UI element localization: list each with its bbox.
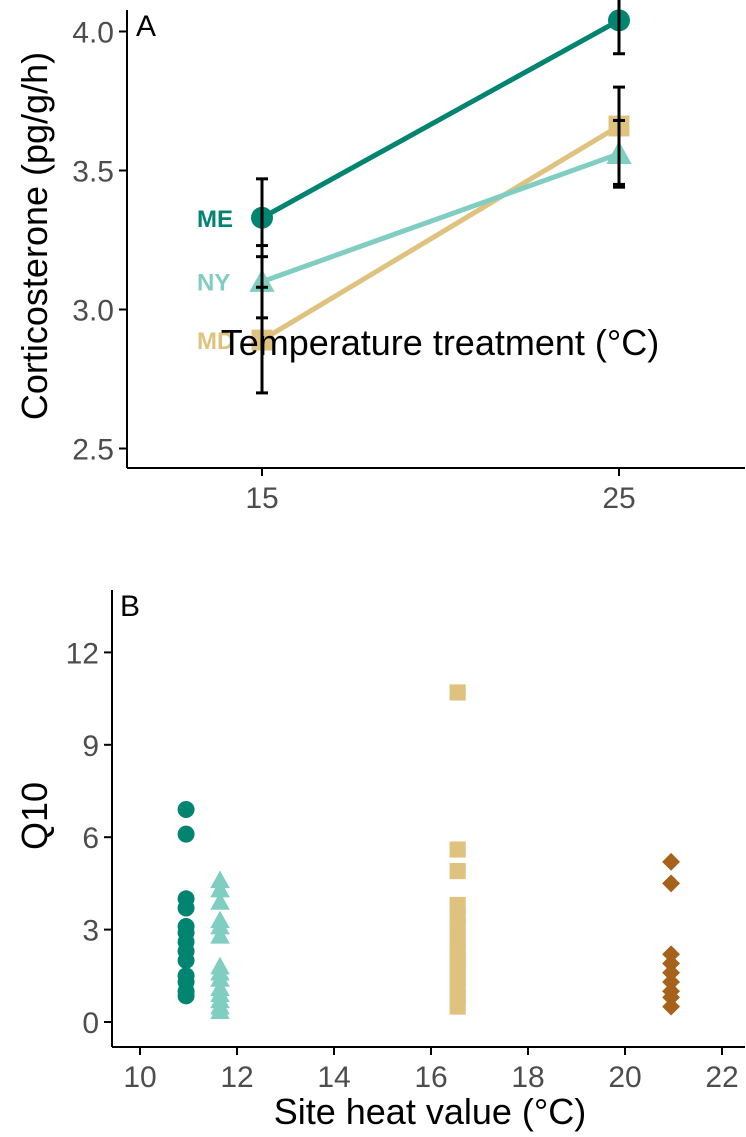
panel-b-y-ticks: 0 3 6 9 12 — [66, 637, 112, 1040]
panel-b-point-md — [449, 998, 466, 1015]
panel-a-error-bars — [256, 0, 625, 395]
panel-b-points — [177, 684, 680, 1020]
panel-b-point-me — [177, 825, 195, 843]
panel-b-x-axis-title: Site heat value (°C) — [274, 1091, 587, 1132]
panel-b-point-md — [449, 918, 466, 935]
panel-b-x-ticks: 10 12 14 16 18 20 22 — [123, 1047, 739, 1094]
panel-a-line-me — [259, 17, 622, 221]
panel-b-point-ny — [210, 969, 230, 987]
panel-b-point-va — [662, 954, 680, 973]
panel-a-series-label-ny: NY — [197, 270, 230, 297]
panel-b-point-ny — [210, 916, 230, 935]
panel-a-x-axis-title: Temperature treatment (°C) — [221, 322, 660, 363]
panel-b-x-tick-label: 18 — [511, 1061, 544, 1094]
panel-a-series-label-md: MD — [197, 328, 234, 355]
panel-b-y-tick-label: 12 — [66, 637, 99, 670]
panel-b-x-tick-label: 16 — [414, 1061, 447, 1094]
panel-b-point-md — [449, 841, 466, 858]
panel-b-x-tick-label: 14 — [317, 1061, 350, 1094]
panel-a-x-tick-label: 15 — [245, 482, 278, 515]
panel-b-point-ny — [210, 1001, 230, 1020]
panel-b-point-md — [449, 684, 466, 701]
panel-a-y-tick-label: 3.0 — [72, 295, 114, 328]
panel-a-y-tick-label: 4.0 — [72, 17, 114, 50]
panel-b-point-va — [662, 852, 680, 871]
panel-b-y-tick-label: 0 — [82, 1007, 99, 1040]
panel-b-point-ny — [210, 870, 230, 889]
panel-b-x-tick-label: 12 — [220, 1061, 253, 1094]
panel-a-series-lines — [259, 17, 622, 343]
panel-a-markers — [249, 9, 632, 351]
panel-a-series-label-me: ME — [197, 206, 233, 233]
panel-b-y-tick-label: 3 — [82, 915, 99, 948]
panel-b: B 0 3 6 9 12 10 12 14 16 18 20 22 Site heat value … — [14, 590, 745, 1132]
panel-b-point-me — [177, 951, 195, 969]
panel-b-x-tick-label: 10 — [123, 1061, 156, 1094]
panel-b-point-md — [449, 896, 466, 914]
panel-b-point-me — [177, 987, 195, 1005]
panel-b-point-ny — [210, 892, 230, 910]
panel-b-y-tick-label: 6 — [82, 822, 99, 855]
panel-b-point-va — [662, 988, 680, 1007]
panel-a-x-tick-label: 25 — [602, 482, 635, 515]
panel-b-y-tick-label: 9 — [82, 730, 99, 763]
panel-a-y-tick-label: 3.5 — [72, 156, 114, 189]
panel-b-point-va — [662, 945, 680, 964]
panel-b-x-tick-label: 22 — [705, 1061, 738, 1094]
panel-b-point-ny — [210, 879, 230, 898]
panel-b-point-va — [662, 874, 680, 893]
panel-b-point-ny — [210, 925, 230, 944]
panel-a-y-tick-label: 2.5 — [72, 434, 114, 467]
panel-b-x-tick-label: 20 — [608, 1061, 641, 1094]
panel-a-x-ticks: 15 25 — [245, 468, 636, 515]
panel-b-point-va — [662, 997, 680, 1016]
panel-a-y-ticks: 2.53.03.54.04.55.05.5 — [72, 17, 127, 467]
panel-b-y-axis-title: Q10 — [14, 782, 55, 850]
panel-b-point-md — [449, 863, 466, 880]
panel-a-line-md — [259, 123, 622, 343]
panel-a-series-labels: MDNYMEVA — [197, 206, 234, 355]
panel-a-line-ny — [259, 151, 622, 285]
panel-b-point-me — [177, 899, 195, 917]
panel-b-letter: B — [120, 590, 140, 623]
panel-b-point-va — [662, 963, 680, 982]
panel-a-letter: A — [136, 10, 156, 43]
panel-b-point-me — [177, 800, 195, 818]
panel-b-point-va — [662, 973, 680, 991]
panel-a-y-axis-title: Corticosterone (pg/g/h) — [14, 52, 55, 420]
